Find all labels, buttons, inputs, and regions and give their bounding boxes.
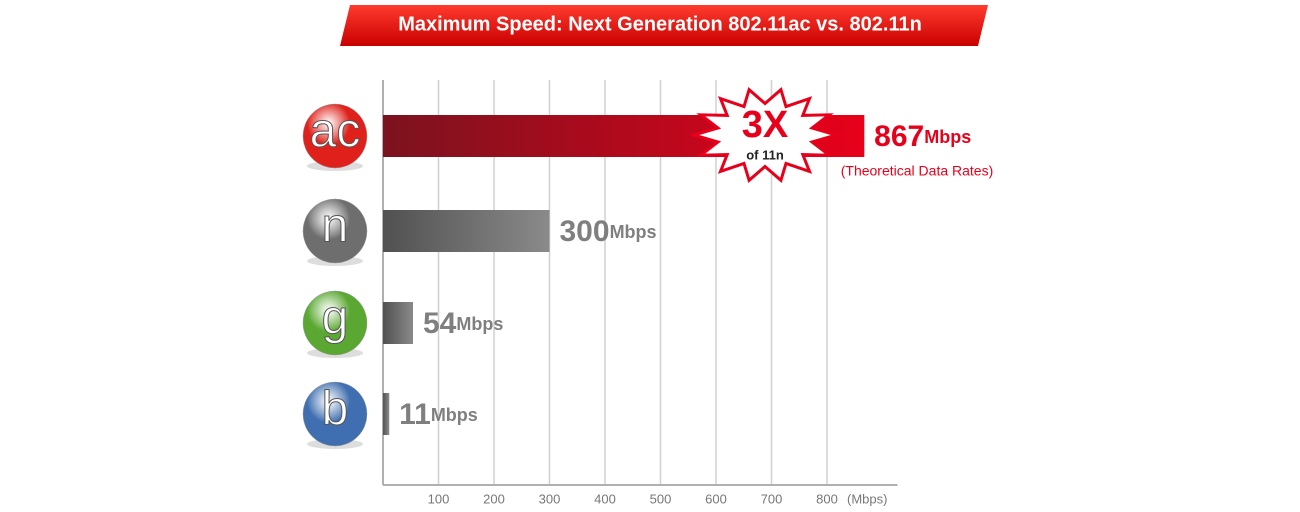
x-tick-label: 800 <box>816 491 838 506</box>
icon <box>302 290 368 356</box>
x-tick-label: 300 <box>539 491 561 506</box>
x-tick-label: 600 <box>705 491 727 506</box>
icon-label: n <box>322 200 349 253</box>
value-unit: Mbps <box>431 405 478 425</box>
starburst <box>688 87 842 183</box>
value-label: 867Mbps <box>874 120 971 153</box>
value-number: 867 <box>874 120 924 153</box>
icon-label: ac <box>310 105 361 158</box>
x-tick-label: 200 <box>483 491 505 506</box>
x-tick-label: 500 <box>650 491 672 506</box>
title-banner <box>340 5 988 46</box>
bar <box>383 210 550 252</box>
value-label: 300Mbps <box>560 215 657 248</box>
bar <box>383 302 413 344</box>
icon <box>302 381 368 447</box>
value-number: 11 <box>399 398 431 431</box>
value-unit: Mbps <box>924 127 971 147</box>
value-number: 54 <box>423 307 457 340</box>
value-number: 300 <box>560 215 610 248</box>
annotation: of 11n <box>746 147 784 162</box>
value-label: 54Mbps <box>423 307 503 340</box>
x-tick-label: 100 <box>428 491 450 506</box>
chart-title: Maximum Speed: Next Generation 802.11ac … <box>398 13 922 35</box>
value-unit: Mbps <box>610 222 657 242</box>
annotation: (Theoretical Data Rates) <box>841 163 994 179</box>
x-tick-label: 700 <box>761 491 783 506</box>
icon <box>302 103 368 169</box>
icon <box>302 198 368 264</box>
x-axis-label: (Mbps) <box>847 491 887 506</box>
icon-label: b <box>322 383 349 436</box>
value-unit: Mbps <box>456 314 503 334</box>
x-tick-label: 400 <box>594 491 616 506</box>
value-label: 11Mbps <box>399 398 478 431</box>
annotation: 3X <box>742 104 789 146</box>
bar <box>383 393 390 435</box>
icon-label: g <box>322 292 349 345</box>
